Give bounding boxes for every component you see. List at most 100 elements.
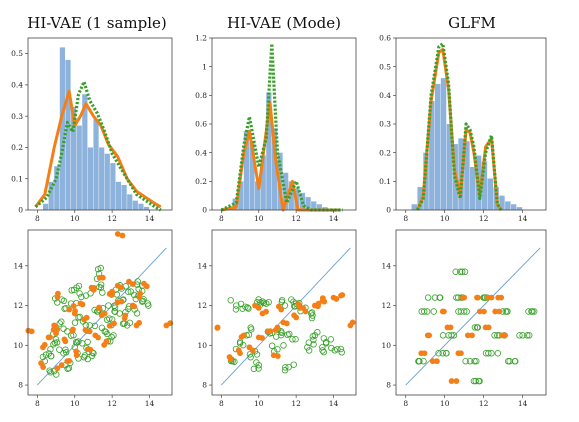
- scatter-point-green: [52, 336, 60, 343]
- scatter-point-green: [439, 332, 447, 339]
- scatter-point-green: [91, 322, 99, 330]
- scatter-point-green: [290, 361, 297, 368]
- scatter-point-green: [111, 308, 119, 315]
- scatter-point-green: [292, 336, 299, 343]
- scatter-point-green: [103, 316, 111, 323]
- scatter-point-green: [309, 333, 316, 340]
- y-tick-label: 1.2: [195, 34, 207, 43]
- x-tick-label: 10: [440, 399, 450, 408]
- scatter-point-green: [471, 324, 479, 331]
- scatter-point-green: [133, 310, 141, 317]
- x-tick-label: 14: [518, 399, 528, 408]
- scatter-point-green: [421, 308, 428, 315]
- x-tick-label: 12: [479, 399, 489, 408]
- scatter-point-orange: [73, 348, 80, 355]
- scatter-point-green: [327, 336, 335, 343]
- scatter-point-green: [448, 332, 455, 339]
- scatter-point-green: [103, 330, 111, 338]
- scatter-point-green: [98, 324, 106, 332]
- scatter-point-green: [320, 335, 328, 342]
- hist-bar: [255, 181, 261, 210]
- series-line-green-dotted: [415, 42, 503, 211]
- hist-bar: [423, 152, 429, 210]
- hist-bar: [249, 141, 255, 210]
- scatter-point-green: [282, 364, 289, 371]
- scatter-point-green: [81, 352, 89, 359]
- hist-bar: [516, 207, 523, 210]
- scatter-point-green: [529, 308, 536, 315]
- hist-bar: [510, 204, 517, 210]
- scatter-point-green: [119, 320, 127, 327]
- y-tick-label: 0.2: [379, 148, 391, 157]
- scatter-point-orange: [464, 332, 471, 339]
- scatter-point-orange: [119, 232, 126, 239]
- hist-bar: [82, 94, 88, 210]
- y-tick-label: 0.2: [195, 177, 207, 186]
- y-tick-label: 0.1: [379, 177, 391, 186]
- scatter-point-green: [53, 339, 61, 346]
- scatter-point-green: [473, 358, 480, 365]
- scatter-point-green: [455, 308, 462, 315]
- scatter-point-green: [459, 268, 466, 275]
- scatter-point-green: [268, 342, 276, 349]
- x-tick-label: 8: [403, 399, 408, 408]
- hist-bar: [138, 203, 144, 210]
- scatter-point-green: [56, 320, 63, 327]
- scatter-point-orange: [476, 308, 483, 315]
- scatter-point-orange: [54, 365, 61, 372]
- hist-bar: [87, 147, 94, 210]
- hist-bar: [487, 178, 494, 210]
- scatter-point-green: [102, 328, 110, 336]
- scatter-point-orange: [484, 294, 491, 301]
- scatter-point-orange: [82, 327, 89, 334]
- x-tick-label: 10: [440, 214, 450, 223]
- scatter-point-green: [265, 298, 272, 306]
- scatter-point-green: [240, 341, 247, 349]
- scatter-point-orange: [291, 312, 298, 319]
- y-tick-label: 0.3: [11, 112, 23, 121]
- scatter-point-orange: [66, 306, 73, 313]
- hist-bar: [481, 161, 488, 210]
- scatter-point-orange: [47, 334, 53, 341]
- hist-bar: [411, 204, 418, 210]
- hist-bar: [505, 201, 511, 210]
- scatter-point-green: [60, 325, 67, 332]
- scatter-point-orange: [111, 320, 117, 327]
- y-tick-label: 10: [197, 341, 207, 350]
- hist-bar: [305, 197, 311, 210]
- scatter-point-green: [284, 331, 291, 338]
- scatter-point-green: [82, 322, 89, 329]
- y-tick-label: 0.4: [195, 148, 207, 157]
- scatter-point-orange: [453, 378, 460, 384]
- scatter-point-green: [239, 305, 246, 312]
- scatter-point-green: [250, 365, 258, 373]
- scatter-point-green: [472, 377, 479, 385]
- scatter-point-green: [278, 296, 286, 304]
- scatter-point-orange: [499, 332, 505, 339]
- hist-bar: [59, 47, 66, 210]
- scatter-point-orange: [259, 335, 265, 341]
- scatter-point-green: [58, 318, 65, 325]
- y-tick-label: 0.2: [11, 143, 23, 152]
- hist-bar: [104, 153, 110, 210]
- scatter-point-green: [476, 377, 483, 385]
- scatter-point-green: [60, 297, 68, 305]
- hist-bar: [470, 167, 476, 210]
- hist-bar: [48, 181, 54, 210]
- scatter-hivae-1-sample: 8 10 12 14 8 10 12 14: [13, 229, 174, 408]
- scatter-point-green: [524, 332, 531, 339]
- x-tick-label: 12: [291, 214, 301, 223]
- x-tick-label: 10: [70, 399, 80, 408]
- y-tick-label: 0.1: [11, 174, 23, 183]
- scatter-point-green: [126, 319, 134, 326]
- scatter-point-orange: [469, 332, 475, 339]
- scatter-point-green: [491, 332, 498, 339]
- scatter-point-orange: [424, 332, 431, 339]
- scatter-point-green: [310, 336, 317, 344]
- scatter-point-green: [473, 324, 481, 331]
- scatter-point-green: [72, 338, 80, 346]
- scatter-point-green: [246, 351, 254, 358]
- scatter-point-orange: [51, 322, 58, 329]
- panel-title-hivae-mode: HI-VAE (Mode): [227, 14, 341, 32]
- scatter-point-orange: [474, 294, 480, 301]
